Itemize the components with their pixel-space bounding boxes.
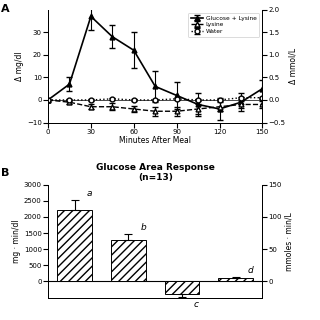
X-axis label: Minutes After Meal: Minutes After Meal [119, 136, 191, 145]
Y-axis label: Δ mg/dl: Δ mg/dl [15, 51, 24, 81]
Y-axis label: mg · min/dl: mg · min/dl [12, 219, 21, 263]
Bar [218, 278, 253, 282]
Y-axis label: mmoles · min/L: mmoles · min/L [285, 212, 294, 270]
Bar [57, 211, 92, 282]
Text: A: A [1, 4, 10, 14]
Title: Glucose Area Response
(n=13): Glucose Area Response (n=13) [96, 163, 215, 182]
Text: d: d [247, 266, 253, 275]
Text: a: a [87, 189, 92, 198]
Legend: Glucose + Lysine, Lysine, Water: Glucose + Lysine, Lysine, Water [188, 12, 260, 37]
Bar [164, 282, 199, 294]
Y-axis label: Δ mmol/L: Δ mmol/L [288, 48, 297, 84]
Text: c: c [194, 300, 199, 309]
Bar [111, 240, 146, 282]
Text: b: b [140, 223, 146, 232]
Text: B: B [1, 168, 9, 178]
